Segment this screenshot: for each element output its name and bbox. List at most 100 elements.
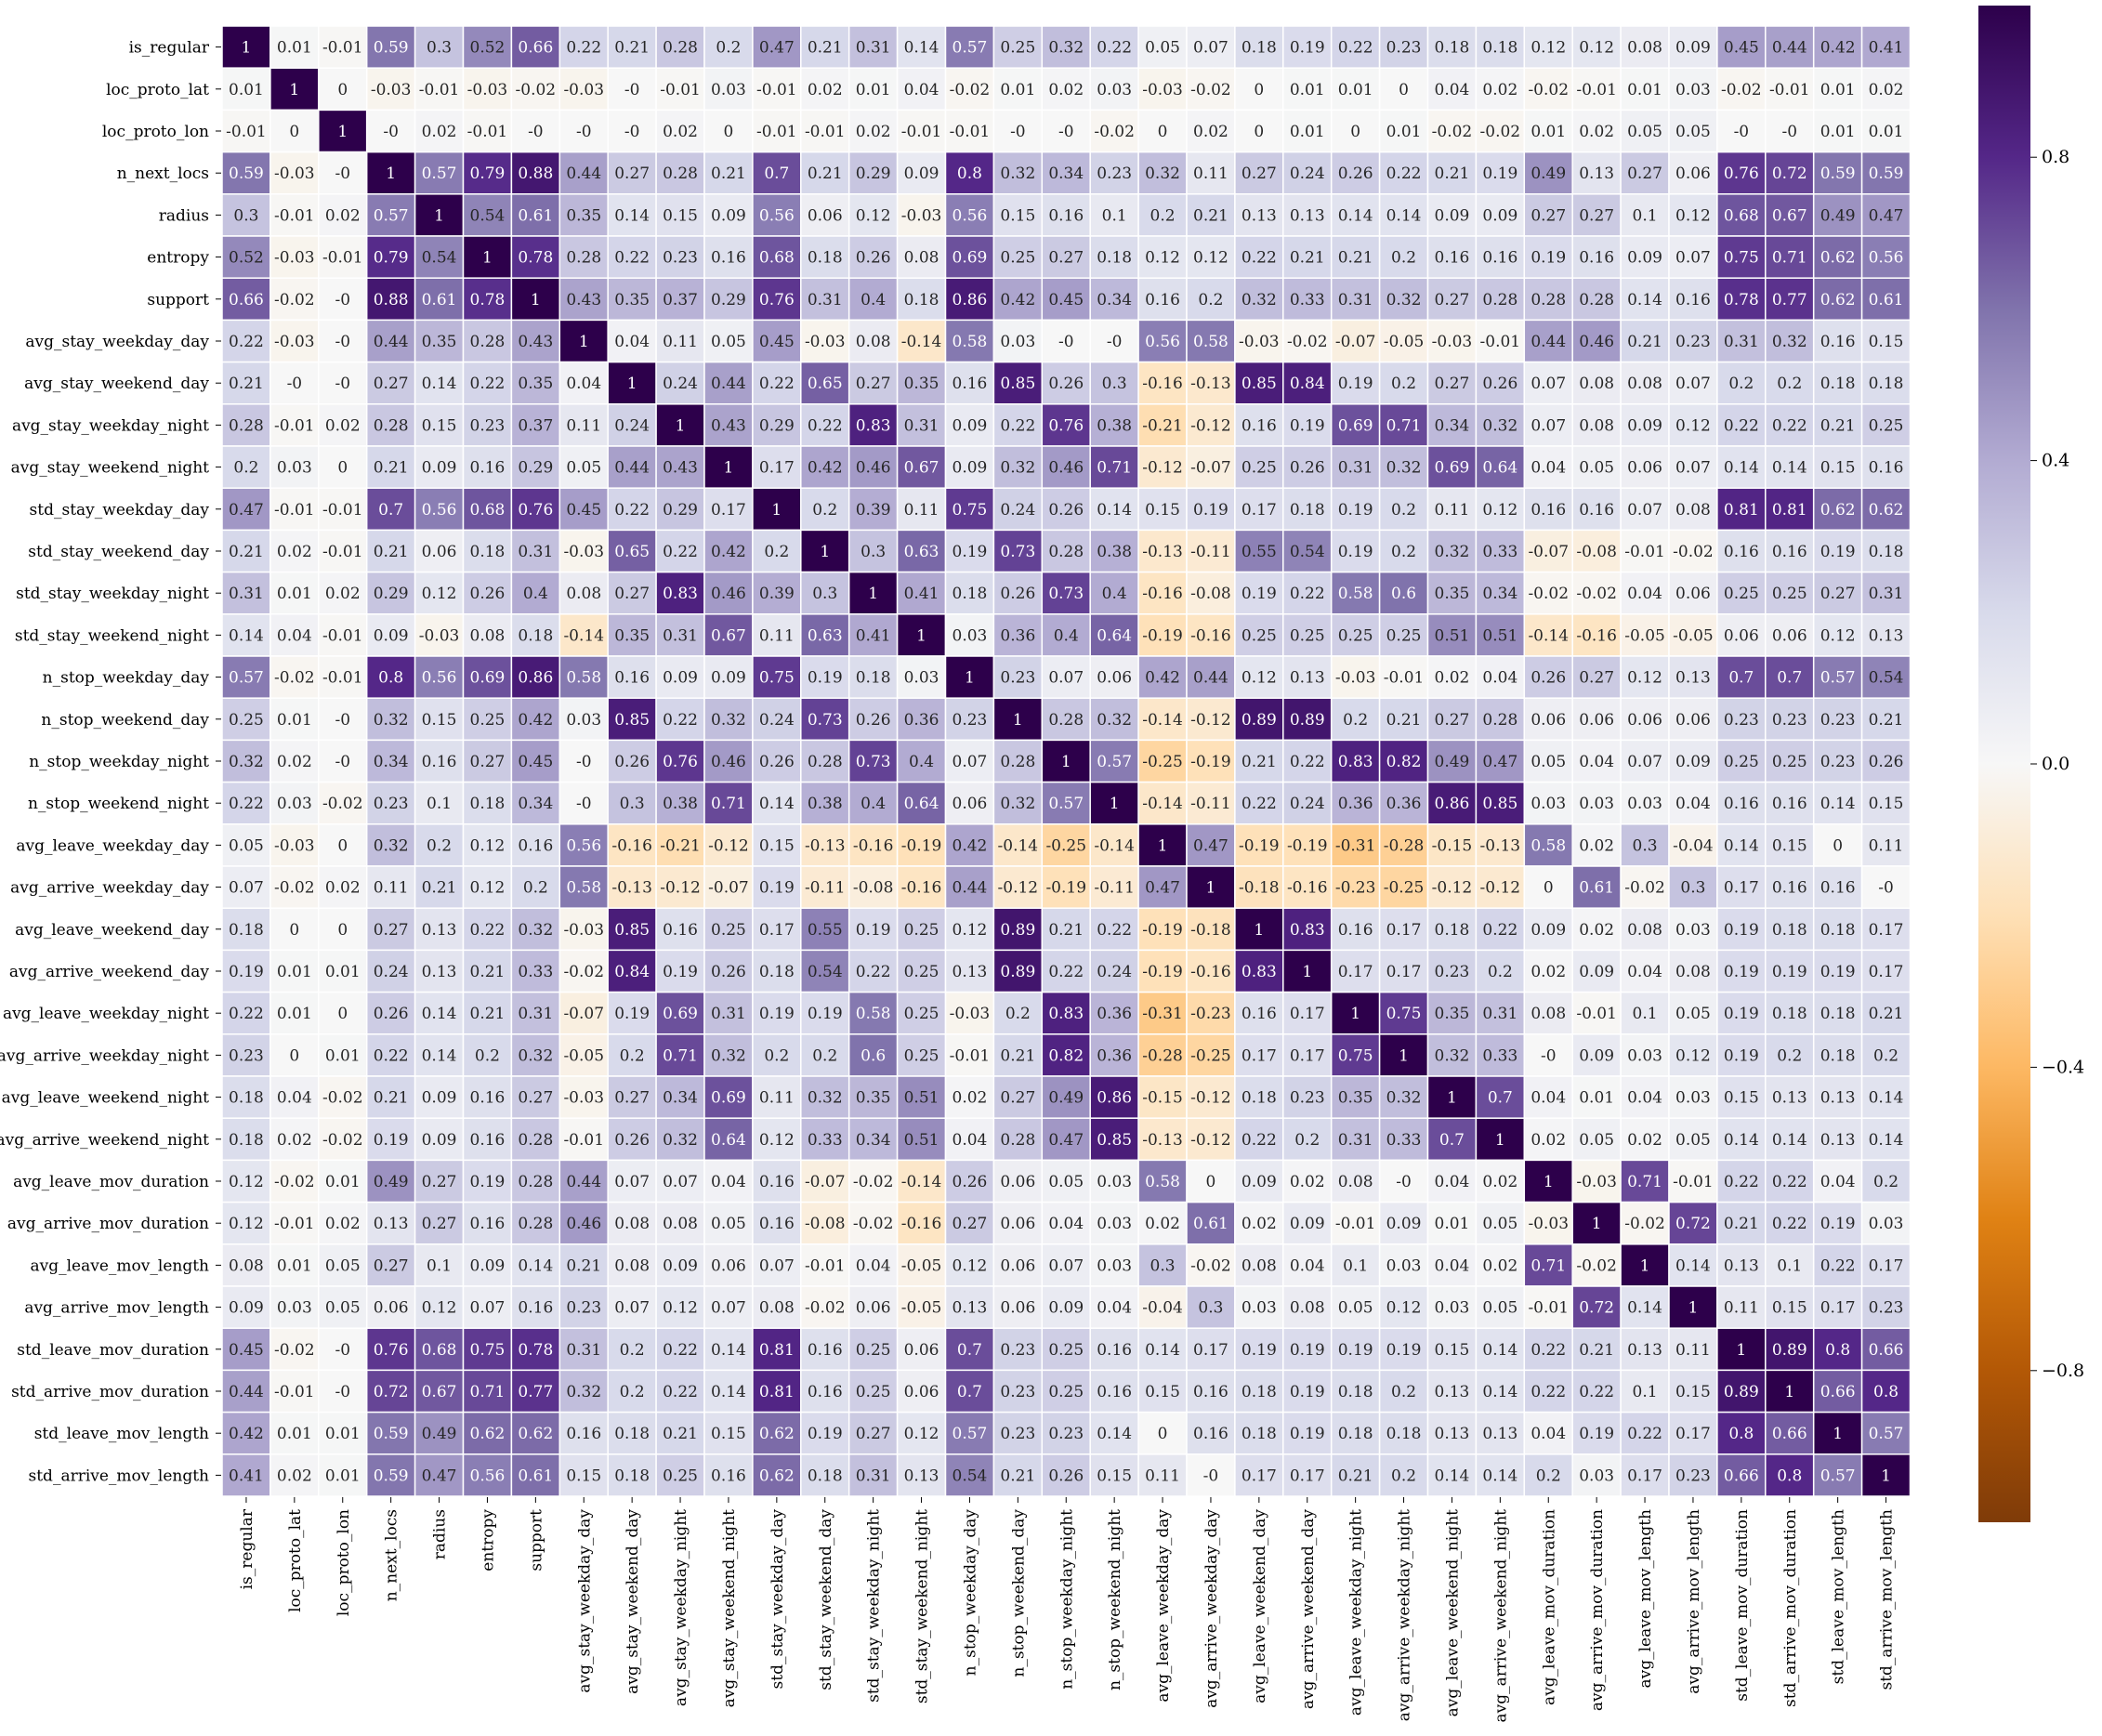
heatmap-cell bbox=[1041, 67, 1091, 112]
cell-value-label: 0.25 bbox=[229, 711, 264, 730]
cell-value-label: 0.15 bbox=[566, 1466, 601, 1485]
cell-value-label: 0.14 bbox=[1675, 1256, 1711, 1275]
cell-value-label: 0.07 bbox=[1531, 375, 1566, 393]
cell-value-label: -0.03 bbox=[563, 543, 604, 561]
cell-value-label: 0.17 bbox=[1241, 501, 1277, 519]
cell-value-label: 0.25 bbox=[1724, 753, 1759, 771]
cell-value-label: 0.06 bbox=[808, 206, 843, 225]
cell-value-label: -0.05 bbox=[563, 1046, 604, 1065]
cell-value-label: 0.51 bbox=[904, 1131, 939, 1150]
cell-value-label: 0.68 bbox=[759, 249, 795, 268]
cell-value-label: 0.58 bbox=[1531, 836, 1566, 855]
column-tick-label: avg_arrive_mov_duration bbox=[1588, 1509, 1607, 1711]
cell-value-label: 0.22 bbox=[856, 963, 891, 981]
cell-value-label: 0.83 bbox=[663, 585, 698, 603]
cell-value-label: 0.01 bbox=[1435, 1215, 1470, 1233]
cell-value-label: -0.16 bbox=[1190, 626, 1231, 645]
heatmap-cell bbox=[1860, 319, 1912, 363]
cell-value-label: 0.25 bbox=[1048, 1383, 1084, 1401]
cell-value-label: 0.49 bbox=[1435, 753, 1470, 771]
cell-value-label: 0.34 bbox=[1482, 585, 1517, 603]
cell-value-label: 0.04 bbox=[1531, 1425, 1566, 1443]
cell-value-label: -0.21 bbox=[660, 836, 701, 855]
cell-value-label: 0.16 bbox=[1193, 1383, 1228, 1401]
heatmap-cell bbox=[1089, 25, 1139, 69]
cell-value-label: 0.21 bbox=[1338, 1466, 1373, 1485]
cell-value-label: 0.1 bbox=[427, 795, 452, 813]
heatmap-cell bbox=[703, 445, 754, 489]
heatmap-cell bbox=[1716, 235, 1767, 279]
cell-value-label: 0.36 bbox=[1000, 626, 1035, 645]
cell-value-label: -0 bbox=[1058, 333, 1074, 351]
cell-value-label: 0.08 bbox=[229, 1256, 264, 1275]
cell-value-label: 0.1 bbox=[1102, 206, 1127, 225]
heatmap-cell bbox=[1812, 361, 1863, 405]
cell-value-label: 0.17 bbox=[1241, 1046, 1277, 1065]
cell-value-label: 0.1 bbox=[1633, 1005, 1658, 1023]
cell-value-label: -0.02 bbox=[1480, 123, 1521, 141]
heatmap-cell bbox=[1523, 445, 1573, 489]
cell-value-label: 0.83 bbox=[1290, 921, 1325, 940]
row-tick-label: avg_leave_mov_length bbox=[31, 1256, 210, 1275]
cell-value-label: 0.28 bbox=[1482, 711, 1517, 730]
cell-value-label: -0.03 bbox=[1239, 333, 1280, 351]
cell-value-label: 0.69 bbox=[952, 249, 988, 268]
cell-value-label: 0.03 bbox=[277, 459, 312, 478]
cell-value-label: -0.12 bbox=[1190, 1089, 1231, 1108]
cell-value-label: 0.44 bbox=[1193, 669, 1228, 688]
cell-value-label: 0.07 bbox=[952, 753, 988, 771]
cell-value-label: 0.71 bbox=[1386, 416, 1422, 435]
cell-value-label: 1 bbox=[676, 416, 686, 435]
cell-value-label: 0.2 bbox=[812, 1046, 837, 1065]
cell-value-label: 0.31 bbox=[711, 1005, 746, 1023]
cell-value-label: 0.56 bbox=[422, 501, 457, 519]
cell-value-label: 0.16 bbox=[808, 1341, 843, 1360]
cell-value-label: 0.28 bbox=[808, 753, 843, 771]
heatmap-cell bbox=[1186, 109, 1236, 153]
cell-value-label: 0.33 bbox=[1482, 543, 1517, 561]
heatmap-cell bbox=[1041, 235, 1091, 279]
cell-value-label: -0.03 bbox=[1335, 669, 1376, 688]
cell-value-label: 0 bbox=[1254, 123, 1264, 141]
cell-value-label: 0.32 bbox=[566, 1383, 601, 1401]
cell-value-label: 0.24 bbox=[1290, 164, 1325, 183]
cell-value-label: 0.35 bbox=[614, 291, 650, 309]
cell-value-label: -0.02 bbox=[1432, 123, 1473, 141]
heatmap-cell bbox=[896, 67, 947, 112]
cell-value-label: 0.47 bbox=[759, 39, 795, 58]
cell-value-label: 0.03 bbox=[1097, 1256, 1132, 1275]
column-tick-label: avg_stay_weekday_night bbox=[672, 1509, 690, 1706]
heatmap-cell bbox=[703, 109, 754, 153]
cell-value-label: 1 bbox=[1495, 1131, 1505, 1150]
cell-value-label: 0.31 bbox=[518, 543, 553, 561]
heatmap-cell bbox=[1716, 445, 1767, 489]
cell-value-label: 0.07 bbox=[1675, 249, 1711, 268]
heatmap-cell bbox=[1186, 235, 1236, 279]
cell-value-label: 0.26 bbox=[1048, 1466, 1084, 1485]
cell-value-label: 0.18 bbox=[1338, 1383, 1373, 1401]
cell-value-label: 0.2 bbox=[1198, 291, 1223, 309]
cell-value-label: -0.02 bbox=[322, 1089, 363, 1108]
cell-value-label: 0.12 bbox=[422, 1299, 457, 1318]
cell-value-label: -0.03 bbox=[1576, 1173, 1617, 1191]
heatmap-cell bbox=[1282, 487, 1333, 532]
cell-value-label: 0.26 bbox=[759, 753, 795, 771]
heatmap-cell bbox=[1668, 25, 1718, 69]
cell-value-label: 0.12 bbox=[1675, 416, 1711, 435]
cell-value-label: 0.76 bbox=[663, 753, 698, 771]
cell-value-label: 0.31 bbox=[904, 416, 939, 435]
cell-value-label: 0.7 bbox=[1777, 669, 1802, 688]
cell-value-label: 0 bbox=[1158, 123, 1168, 141]
heatmap-cell bbox=[1089, 109, 1139, 153]
cell-value-label: 0.45 bbox=[518, 753, 553, 771]
cell-value-label: 0.27 bbox=[1000, 1089, 1035, 1108]
cell-value-label: 0.44 bbox=[952, 879, 988, 898]
cell-value-label: 0.08 bbox=[1627, 39, 1662, 58]
cell-value-label: 0.34 bbox=[1097, 291, 1132, 309]
cell-value-label: 0.83 bbox=[1048, 1005, 1084, 1023]
cell-value-label: 0.72 bbox=[1579, 1299, 1614, 1318]
cell-value-label: -0.14 bbox=[1528, 626, 1569, 645]
cell-value-label: 0.15 bbox=[759, 836, 795, 855]
cell-value-label: -0.02 bbox=[274, 669, 315, 688]
